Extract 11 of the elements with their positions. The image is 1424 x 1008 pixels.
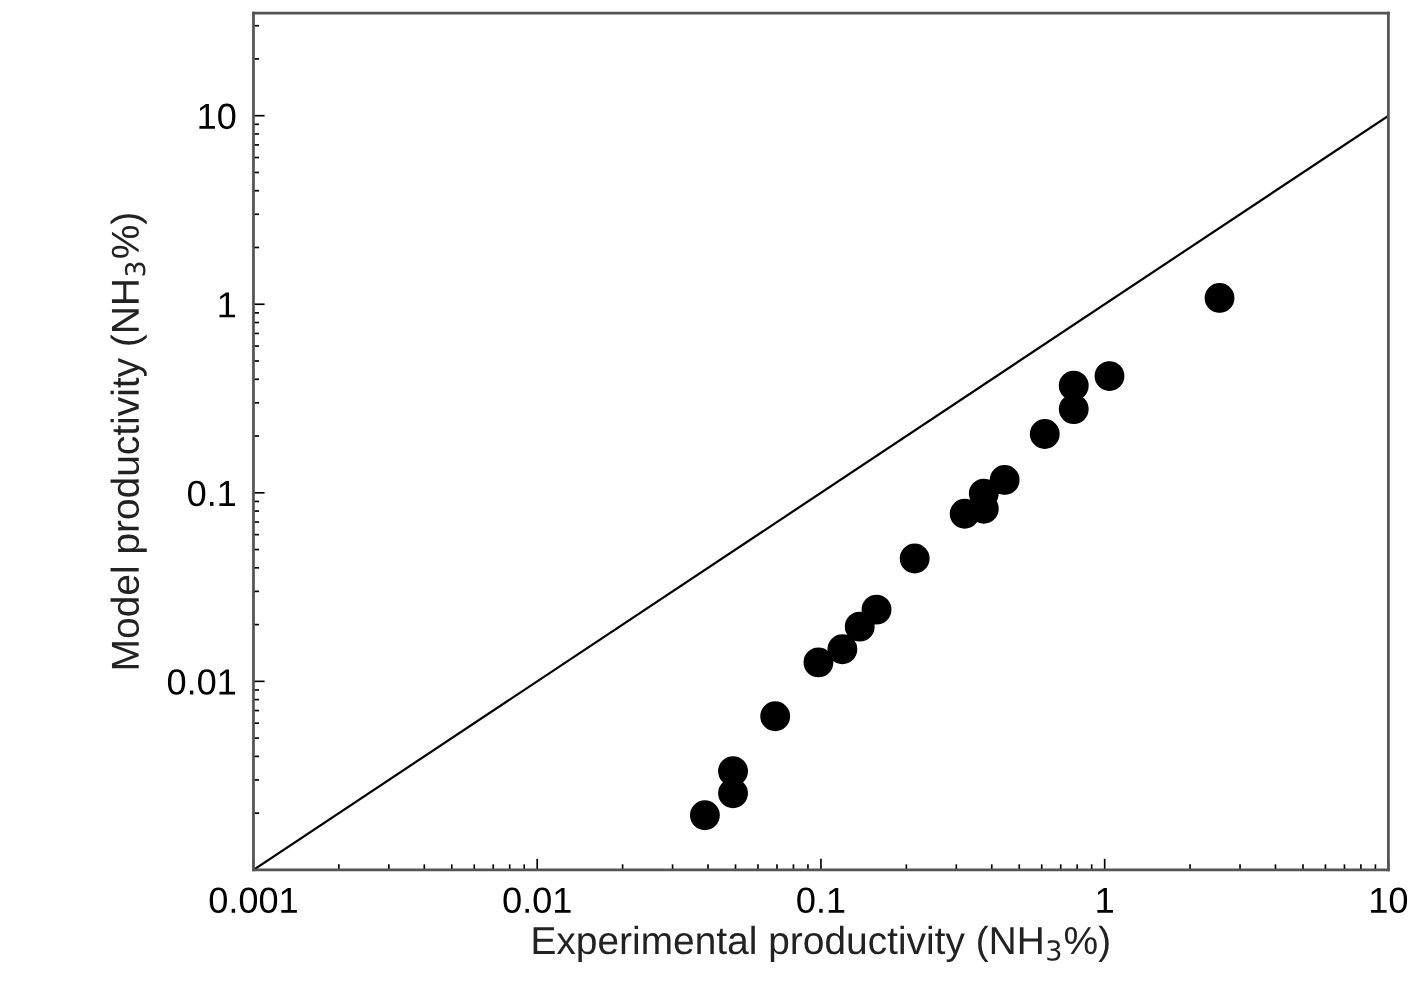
y-tick-label: 10 (199, 103, 236, 130)
x-tick-label: 1 (1097, 887, 1113, 913)
y-tick-label: 0.1 (188, 480, 236, 507)
x-tick-label: 10 (1371, 887, 1408, 914)
x-axis-title: Experimental productivity (NH$_{3}$%) (533, 925, 1109, 963)
x-tick-label: 0.1 (797, 887, 845, 914)
x-tick-label: 0.001 (209, 887, 297, 914)
y-axis-title: Model productivity (NH$_{3}$%) (110, 214, 147, 669)
y-tick-label: 0.01 (167, 669, 236, 695)
y-tick-label: 1 (219, 292, 236, 318)
x-tick-label: 0.01 (503, 887, 571, 914)
